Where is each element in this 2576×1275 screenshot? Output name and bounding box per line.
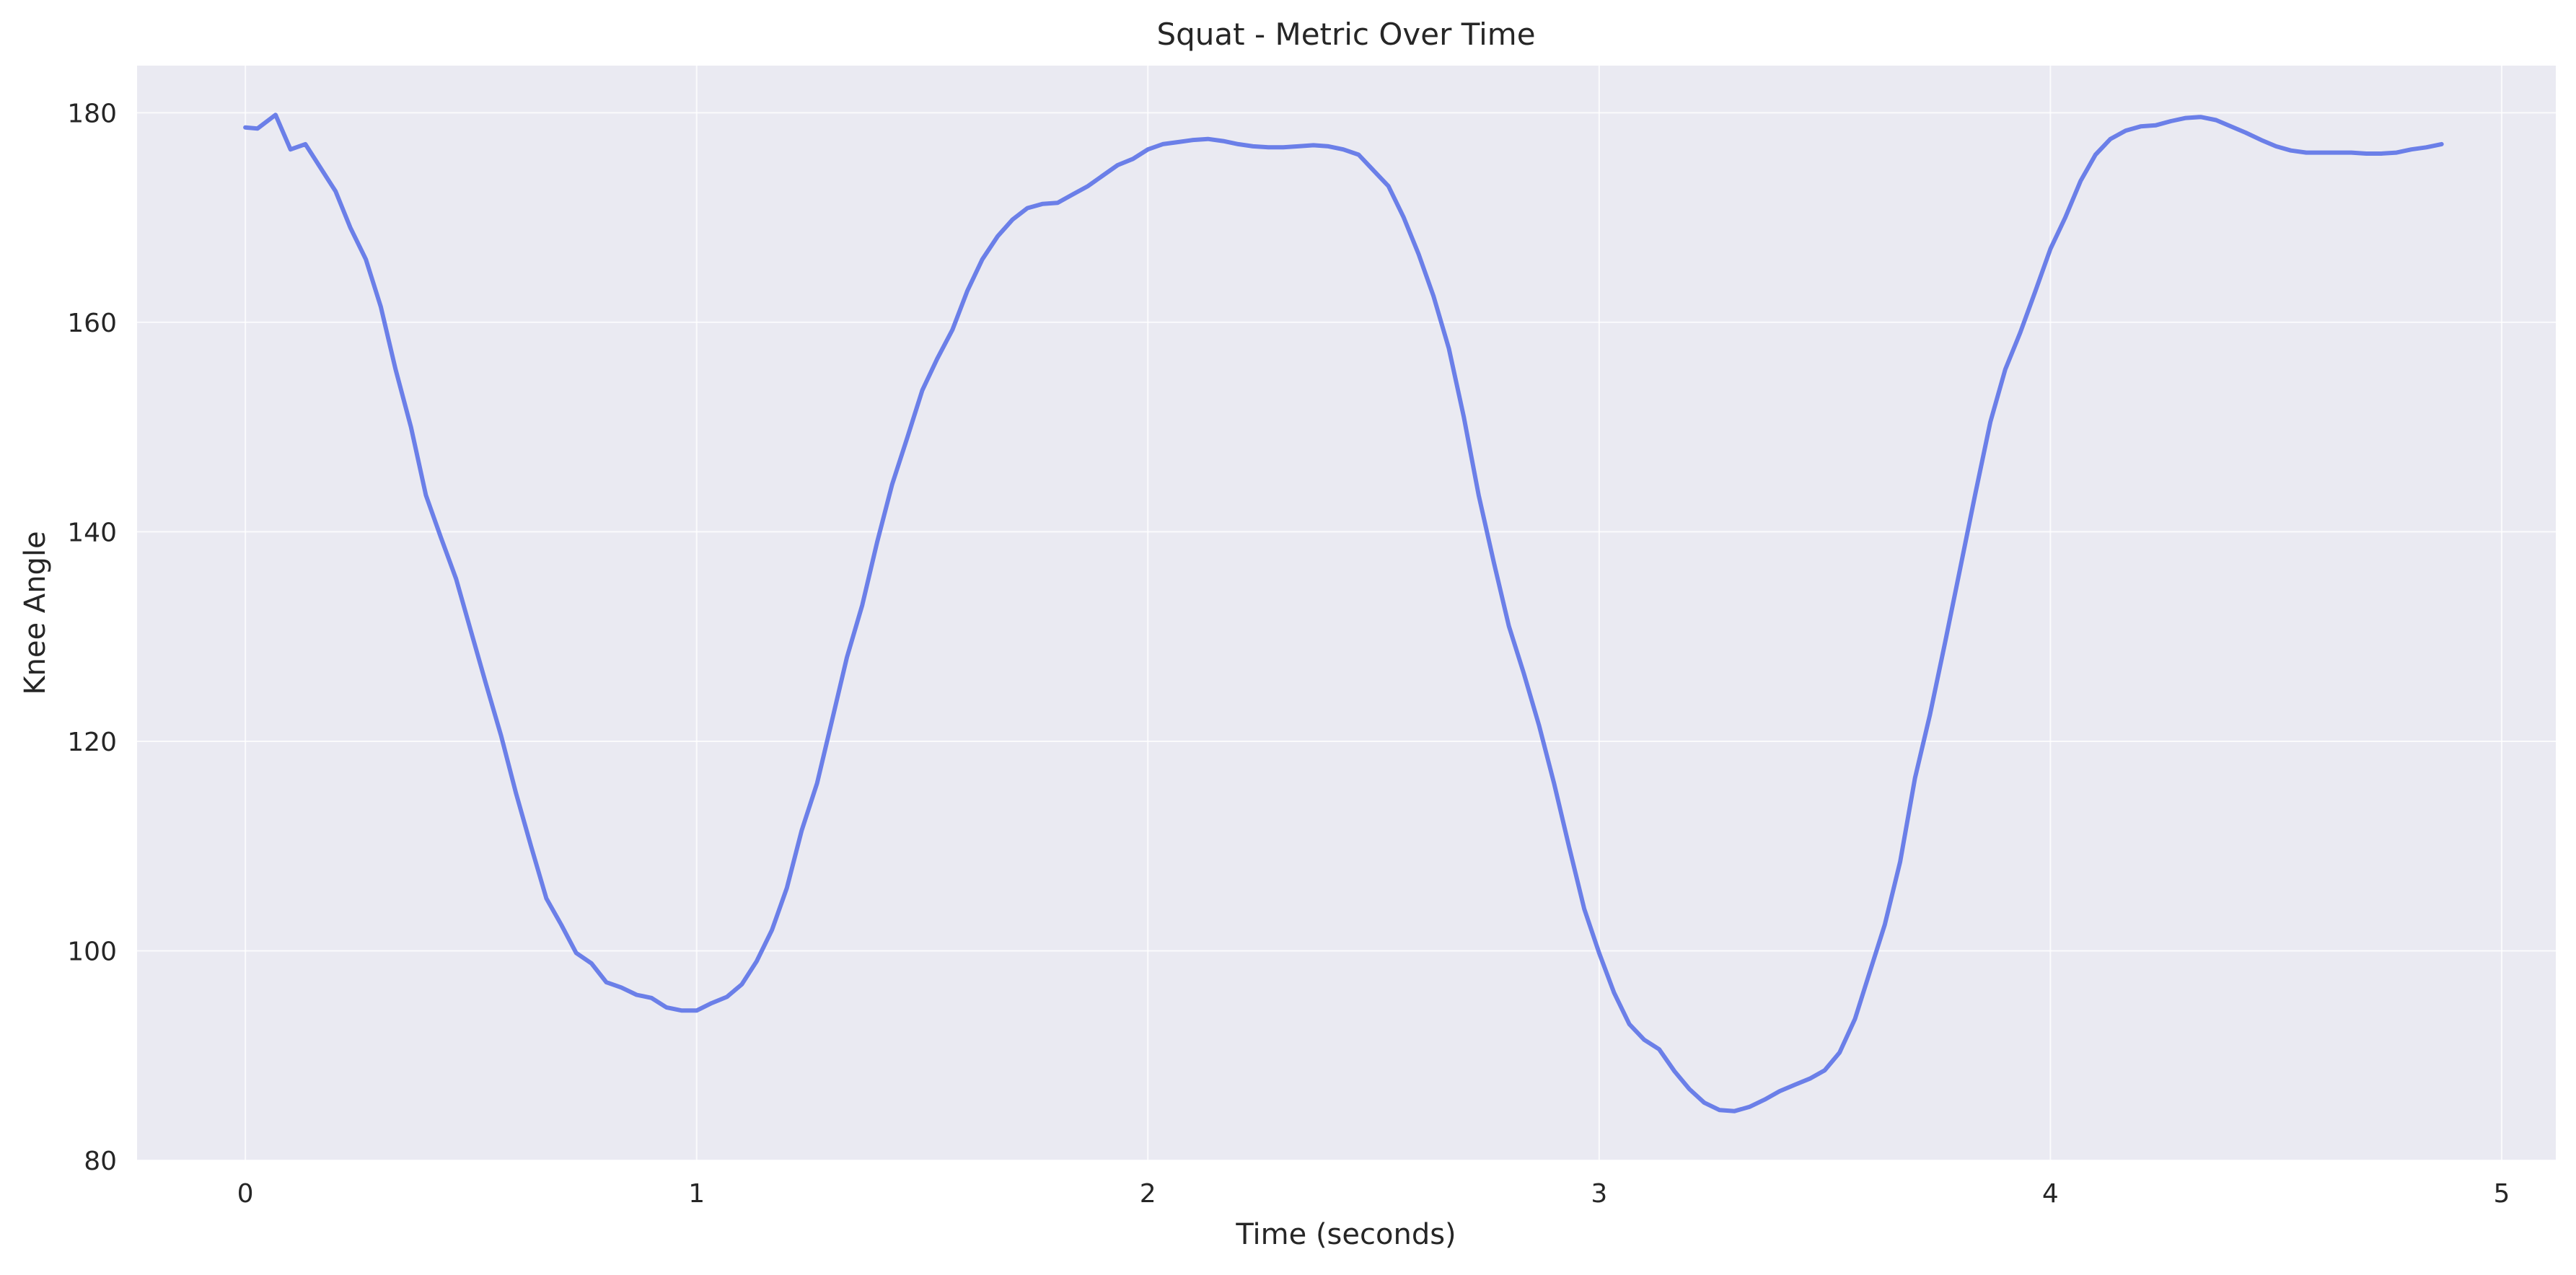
y-tick-labels: 80 100 120 140 160 180 xyxy=(67,99,117,1176)
x-tick-label: 2 xyxy=(1140,1179,1156,1209)
y-tick-label: 140 xyxy=(67,518,117,547)
series-line xyxy=(243,112,2444,1113)
x-tick-label: 1 xyxy=(688,1179,705,1209)
y-tick-label: 180 xyxy=(67,99,117,128)
y-tick-label: 100 xyxy=(67,937,117,966)
plot-background xyxy=(137,66,2556,1160)
y-tick-label: 160 xyxy=(67,309,117,338)
series-group xyxy=(243,112,2444,1113)
y-tick-label: 80 xyxy=(84,1147,117,1176)
y-grid xyxy=(137,112,2556,1161)
x-tick-label: 5 xyxy=(2493,1179,2510,1209)
y-tick-label: 120 xyxy=(67,728,117,757)
x-tick-label: 4 xyxy=(2042,1179,2059,1209)
x-tick-label: 0 xyxy=(237,1179,254,1209)
x-tick-labels: 0 1 2 3 4 5 xyxy=(237,1179,2510,1209)
chart-title: Squat - Metric Over Time xyxy=(1156,17,1535,52)
x-tick-label: 3 xyxy=(1591,1179,1607,1209)
y-axis-label: Knee Angle xyxy=(19,531,52,694)
x-axis-label: Time (seconds) xyxy=(1235,1218,1456,1251)
